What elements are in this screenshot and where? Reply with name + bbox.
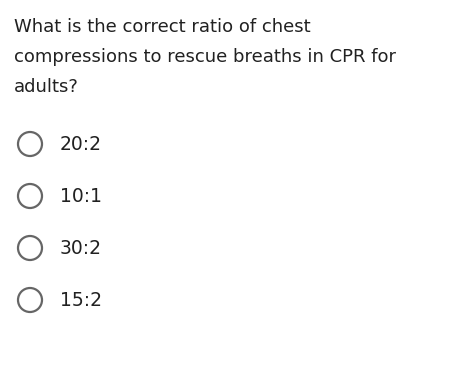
Text: compressions to rescue breaths in CPR for: compressions to rescue breaths in CPR fo… xyxy=(14,48,396,66)
Text: What is the correct ratio of chest: What is the correct ratio of chest xyxy=(14,18,310,36)
Text: 30:2: 30:2 xyxy=(60,239,102,257)
Text: 20:2: 20:2 xyxy=(60,134,102,154)
Text: 15:2: 15:2 xyxy=(60,291,102,310)
Text: adults?: adults? xyxy=(14,78,79,96)
Text: 10:1: 10:1 xyxy=(60,186,102,205)
